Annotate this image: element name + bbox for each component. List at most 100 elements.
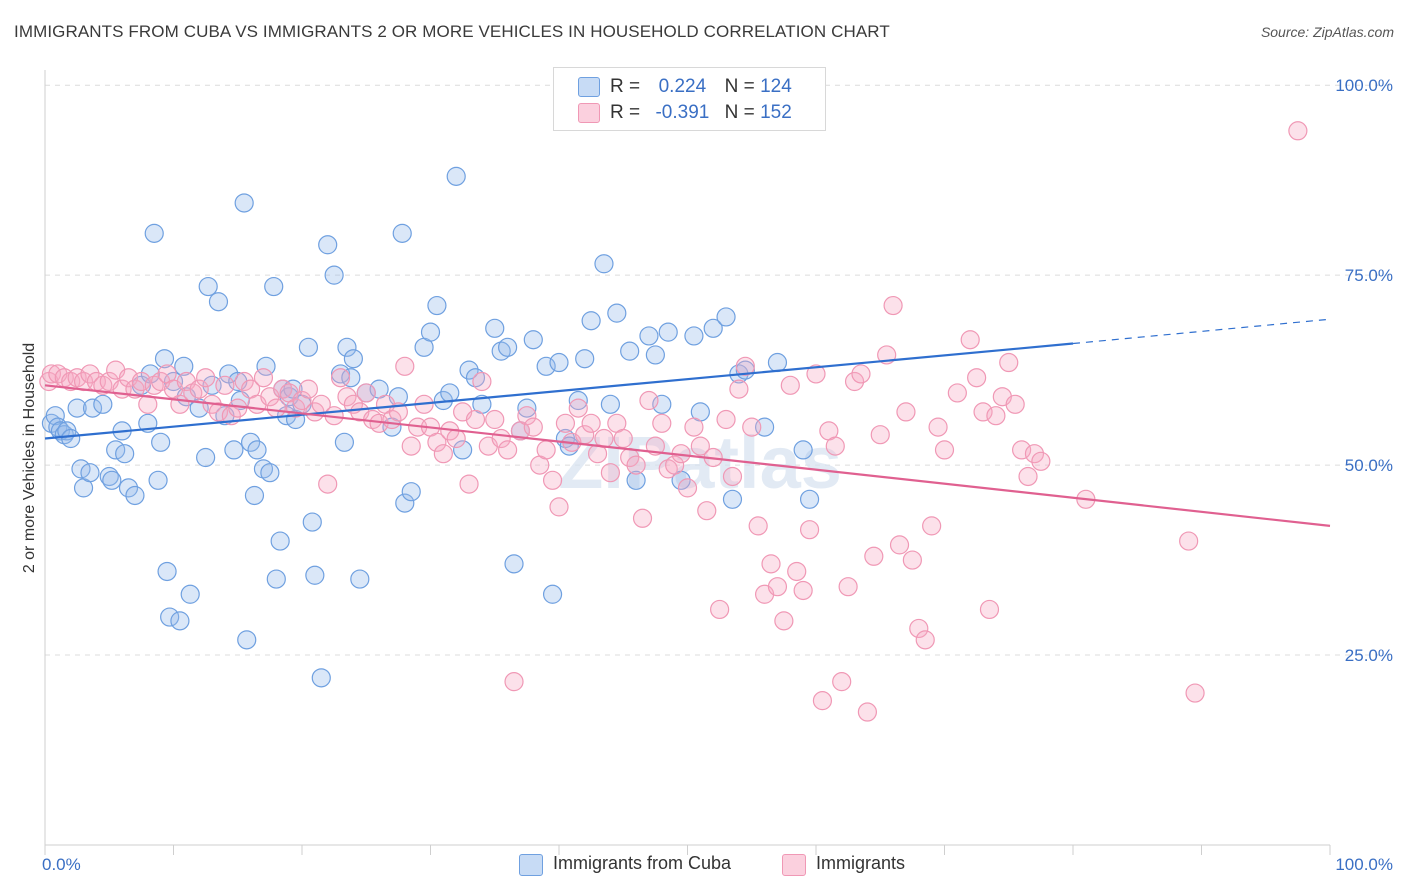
data-point-cuba (102, 470, 122, 490)
bottom-legend-label-cuba: Immigrants from Cuba (553, 853, 732, 873)
data-point-immigrants (722, 466, 743, 487)
data-point-immigrants (626, 455, 646, 475)
data-point-immigrants (780, 375, 800, 395)
data-point-immigrants (549, 497, 569, 517)
trend-line-immigrants (44, 384, 1331, 527)
data-point-cuba (703, 318, 723, 338)
data-point-cuba (302, 512, 322, 532)
data-point-immigrants (979, 599, 1000, 620)
bottom-legend-swatch-cuba (519, 854, 543, 876)
data-point-immigrants (825, 436, 845, 456)
data-point-cuba (180, 584, 200, 604)
data-point-immigrants (189, 379, 209, 399)
data-point-cuba (594, 254, 614, 274)
data-point-cuba (581, 311, 601, 331)
y-tick-label: 100.0% (1335, 76, 1393, 95)
data-point-cuba (600, 394, 621, 414)
data-point-cuba (793, 440, 813, 460)
data-point-immigrants (710, 599, 730, 620)
data-point-cuba (716, 307, 736, 327)
data-point-immigrants (799, 520, 820, 540)
legend-r-label: R = (610, 102, 641, 123)
data-point-cuba (427, 295, 447, 316)
data-point-immigrants (1018, 466, 1038, 487)
trend-line-cuba (44, 342, 1074, 440)
data-point-immigrants (536, 440, 556, 460)
tick-labels: 25.0% 50.0% 75.0% 100.0% 0.0% 100.0% (42, 76, 1393, 874)
gridlines (45, 84, 1395, 656)
data-point-cuba (237, 630, 257, 650)
scatter-points (39, 121, 1308, 722)
data-point-immigrants (806, 364, 826, 384)
data-point-immigrants (690, 436, 710, 456)
watermark: ZIPatlas (558, 421, 842, 504)
data-point-immigrants (1011, 440, 1032, 460)
data-point-immigrants (485, 409, 505, 430)
data-point-immigrants (266, 398, 286, 418)
data-point-cuba (196, 447, 216, 468)
legend-n-label: N = (724, 76, 755, 97)
chart-title: IMMIGRANTS FROM CUBA VS IMMIGRANTS 2 OR … (14, 22, 890, 41)
data-point-immigrants (729, 379, 749, 399)
data-point-immigrants (632, 508, 653, 528)
data-point-immigrants (356, 383, 376, 403)
bottom-legend-label-immigrants: Immigrants (816, 853, 906, 873)
data-point-immigrants (523, 417, 543, 437)
data-point-immigrants (1179, 531, 1199, 551)
data-point-immigrants (131, 371, 151, 392)
data-point-cuba (224, 440, 244, 460)
data-point-immigrants (1185, 683, 1205, 703)
data-point-cuba (420, 322, 441, 342)
data-point-immigrants (909, 618, 929, 639)
data-point-immigrants (742, 417, 762, 437)
data-point-immigrants (459, 474, 479, 494)
data-point-immigrants (330, 368, 351, 388)
data-point-cuba (45, 406, 65, 426)
data-point-cuba (395, 493, 415, 513)
data-point-immigrants (395, 356, 415, 376)
data-point-cuba (767, 352, 788, 373)
data-point-immigrants (748, 516, 768, 536)
data-point-cuba (318, 235, 338, 255)
data-point-cuba (170, 611, 190, 631)
data-point-cuba (626, 470, 646, 490)
source-label: Source: ZipAtlas.com (1260, 24, 1394, 40)
data-point-immigrants (41, 364, 62, 384)
data-point-immigrants (774, 611, 794, 631)
data-point-cuba (334, 432, 355, 452)
data-point-immigrants (767, 577, 788, 597)
correlation-legend: R = 0.224 N = 124 R = -0.391 N = 152 (553, 67, 826, 131)
data-point-immigrants (960, 330, 980, 350)
data-point-immigrants (787, 561, 807, 582)
data-point-immigrants (915, 630, 935, 650)
data-point-cuba (542, 584, 563, 604)
axes (44, 70, 1331, 855)
data-point-cuba (799, 489, 820, 509)
data-point-immigrants (1288, 121, 1308, 141)
data-point-immigrants (472, 371, 492, 392)
data-point-cuba (485, 318, 505, 338)
data-point-cuba (523, 330, 543, 350)
data-point-immigrants (928, 417, 948, 437)
data-point-cuba (151, 432, 171, 452)
data-point-immigrants (999, 352, 1019, 373)
data-point-cuba (337, 337, 357, 357)
data-point-cuba (517, 398, 537, 418)
data-point-immigrants (1005, 394, 1025, 414)
data-point-immigrants (517, 406, 537, 426)
x-tick-label: 100.0% (1335, 855, 1393, 874)
data-point-immigrants (665, 455, 685, 475)
legend-n-value: 152 (760, 102, 792, 123)
data-point-cuba (154, 349, 175, 369)
legend-n-label: N = (724, 102, 755, 123)
trend-line-extension-cuba (1072, 318, 1331, 345)
data-point-immigrants (716, 409, 736, 430)
data-point-immigrants (318, 474, 338, 494)
data-point-cuba (607, 303, 627, 323)
data-point-cuba (645, 345, 665, 365)
y-tick-label: 50.0% (1345, 456, 1393, 475)
data-point-cuba (639, 326, 659, 346)
data-point-cuba (61, 428, 81, 449)
data-point-immigrants (234, 371, 254, 392)
